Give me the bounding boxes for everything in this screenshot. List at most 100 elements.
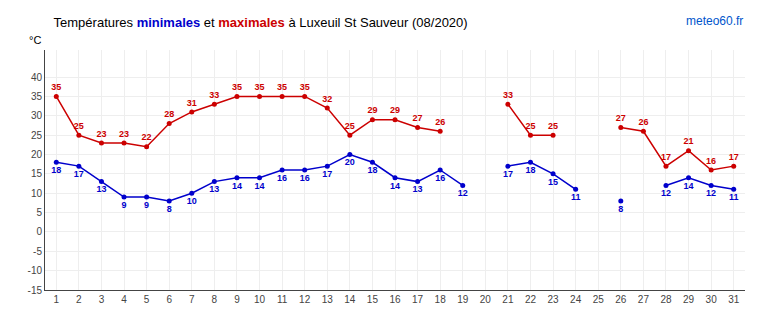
- svg-text:1: 1: [54, 294, 60, 305]
- svg-text:11: 11: [277, 294, 288, 305]
- svg-text:14: 14: [255, 181, 265, 191]
- svg-text:40: 40: [31, 72, 43, 83]
- svg-text:8: 8: [212, 294, 218, 305]
- svg-text:24: 24: [570, 294, 582, 305]
- svg-text:25: 25: [525, 121, 535, 131]
- svg-text:31: 31: [728, 294, 740, 305]
- svg-text:29: 29: [683, 294, 695, 305]
- svg-text:20: 20: [480, 294, 492, 305]
- svg-text:20: 20: [31, 149, 43, 160]
- svg-text:-5: -5: [33, 246, 42, 257]
- svg-text:25: 25: [345, 121, 355, 131]
- svg-text:13: 13: [413, 184, 423, 194]
- svg-text:35: 35: [300, 82, 310, 92]
- svg-text:19: 19: [457, 294, 469, 305]
- svg-text:11: 11: [729, 192, 739, 202]
- svg-text:17: 17: [729, 152, 739, 162]
- svg-text:18: 18: [51, 165, 61, 175]
- svg-text:28: 28: [164, 109, 174, 119]
- svg-text:14: 14: [344, 294, 356, 305]
- svg-text:8: 8: [618, 204, 623, 214]
- svg-text:2: 2: [76, 294, 82, 305]
- svg-text:17: 17: [503, 169, 513, 179]
- svg-text:35: 35: [51, 82, 61, 92]
- svg-text:26: 26: [435, 117, 445, 127]
- svg-text:25: 25: [593, 294, 605, 305]
- svg-text:30: 30: [31, 110, 43, 121]
- svg-text:4: 4: [121, 294, 127, 305]
- svg-text:12: 12: [706, 188, 716, 198]
- svg-text:10: 10: [31, 188, 43, 199]
- svg-text:29: 29: [390, 105, 400, 115]
- svg-text:27: 27: [638, 294, 650, 305]
- svg-text:5: 5: [144, 294, 150, 305]
- svg-text:16: 16: [277, 173, 287, 183]
- svg-text:12: 12: [661, 188, 671, 198]
- svg-text:25: 25: [548, 121, 558, 131]
- svg-text:27: 27: [616, 113, 626, 123]
- svg-text:15: 15: [367, 294, 379, 305]
- svg-text:26: 26: [615, 294, 627, 305]
- svg-text:32: 32: [322, 94, 332, 104]
- svg-text:18: 18: [367, 165, 377, 175]
- svg-text:Températures minimales et maxi: Températures minimales et maximales à Lu…: [54, 15, 468, 30]
- svg-text:17: 17: [661, 152, 671, 162]
- svg-text:20: 20: [345, 157, 355, 167]
- svg-text:22: 22: [142, 132, 152, 142]
- svg-text:23: 23: [119, 129, 129, 139]
- svg-text:6: 6: [166, 294, 172, 305]
- svg-text:30: 30: [706, 294, 718, 305]
- svg-text:28: 28: [660, 294, 672, 305]
- svg-text:16: 16: [389, 294, 401, 305]
- svg-text:35: 35: [31, 91, 43, 102]
- svg-text:35: 35: [232, 82, 242, 92]
- svg-text:25: 25: [74, 121, 84, 131]
- svg-text:10: 10: [254, 294, 266, 305]
- svg-text:0: 0: [36, 226, 42, 237]
- svg-text:17: 17: [412, 294, 424, 305]
- svg-text:14: 14: [684, 181, 694, 191]
- svg-text:meteo60.fr: meteo60.fr: [686, 14, 743, 28]
- svg-text:15: 15: [548, 177, 558, 187]
- svg-text:26: 26: [638, 117, 648, 127]
- svg-text:12: 12: [299, 294, 311, 305]
- svg-text:23: 23: [96, 129, 106, 139]
- svg-text:35: 35: [255, 82, 265, 92]
- svg-text:13: 13: [322, 294, 334, 305]
- svg-text:18: 18: [525, 165, 535, 175]
- svg-text:16: 16: [435, 173, 445, 183]
- svg-text:25: 25: [31, 130, 43, 141]
- svg-text:16: 16: [706, 156, 716, 166]
- svg-text:27: 27: [413, 113, 423, 123]
- svg-text:22: 22: [525, 294, 537, 305]
- svg-text:14: 14: [232, 181, 242, 191]
- svg-text:17: 17: [322, 169, 332, 179]
- svg-text:13: 13: [96, 184, 106, 194]
- svg-text:5: 5: [36, 207, 42, 218]
- svg-text:-10: -10: [28, 265, 43, 276]
- svg-text:9: 9: [122, 200, 127, 210]
- svg-text:16: 16: [300, 173, 310, 183]
- svg-text:21: 21: [502, 294, 514, 305]
- svg-text:14: 14: [390, 181, 400, 191]
- svg-text:31: 31: [187, 98, 197, 108]
- svg-text:23: 23: [547, 294, 559, 305]
- svg-text:33: 33: [503, 90, 513, 100]
- svg-text:9: 9: [234, 294, 240, 305]
- svg-text:8: 8: [167, 204, 172, 214]
- svg-text:-15: -15: [28, 285, 43, 296]
- svg-text:10: 10: [187, 196, 197, 206]
- svg-text:°C: °C: [29, 34, 41, 46]
- svg-text:9: 9: [144, 200, 149, 210]
- svg-text:18: 18: [435, 294, 447, 305]
- svg-text:11: 11: [571, 192, 581, 202]
- svg-text:3: 3: [99, 294, 105, 305]
- svg-text:35: 35: [277, 82, 287, 92]
- svg-text:29: 29: [367, 105, 377, 115]
- svg-text:15: 15: [31, 168, 43, 179]
- svg-text:12: 12: [458, 188, 468, 198]
- svg-text:7: 7: [189, 294, 195, 305]
- svg-text:33: 33: [209, 90, 219, 100]
- svg-text:21: 21: [684, 136, 694, 146]
- svg-text:17: 17: [74, 169, 84, 179]
